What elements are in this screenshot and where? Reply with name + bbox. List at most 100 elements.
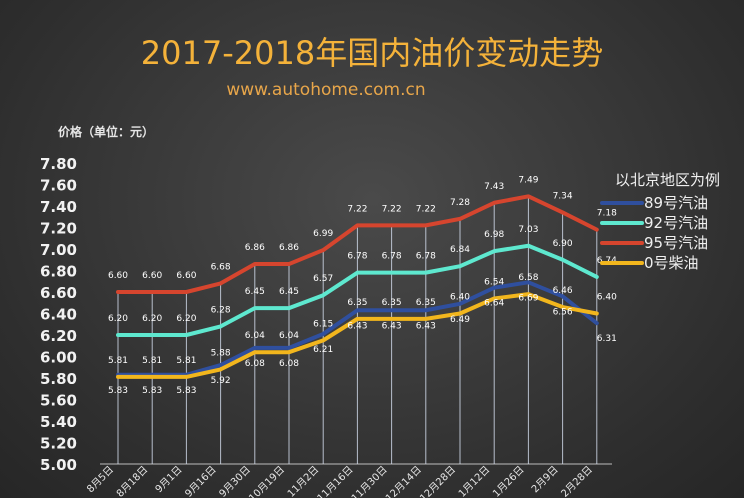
data-label: 6.69: [518, 293, 538, 303]
data-label: 5.83: [108, 386, 128, 396]
y-tick-label: 5.40: [40, 413, 77, 431]
data-label: 6.58: [518, 273, 538, 283]
series-line: [116, 243, 599, 337]
x-tick-label: 9月30日: [217, 464, 253, 498]
data-label: 6.74: [597, 256, 617, 266]
data-label: 6.08: [279, 359, 299, 369]
x-tick-label: 9月1日: [153, 464, 185, 496]
data-label: 7.03: [518, 225, 538, 235]
data-label: 6.43: [347, 321, 367, 331]
data-label: 7.18: [597, 209, 617, 219]
data-label: 6.78: [382, 252, 402, 262]
data-label: 6.35: [347, 298, 367, 308]
y-axis-label: 价格（单位：元）: [58, 124, 154, 139]
y-tick-label: 5.60: [40, 392, 77, 410]
data-label: 5.88: [211, 348, 231, 358]
data-label: 6.90: [553, 239, 573, 249]
data-label: 6.04: [245, 331, 265, 341]
y-tick-label: 7.80: [40, 155, 77, 173]
data-label: 6.43: [382, 321, 402, 331]
data-label: 6.60: [108, 271, 128, 281]
data-label: 7.28: [450, 198, 470, 208]
x-tick-label: 12月28日: [417, 464, 458, 498]
data-label: 6.43: [416, 321, 436, 331]
data-label: 7.22: [382, 204, 402, 214]
data-label: 6.15: [313, 319, 333, 329]
data-label: 7.34: [553, 191, 573, 201]
x-tick-label: 8月18日: [114, 464, 150, 498]
y-tick-label: 7.20: [40, 220, 77, 238]
data-label: 5.83: [176, 386, 196, 396]
legend-label: 92号汽油: [644, 214, 708, 232]
y-tick-label: 5.80: [40, 370, 77, 388]
data-label: 5.92: [211, 376, 231, 386]
data-label: 6.78: [416, 252, 436, 262]
series-line: [116, 292, 599, 379]
data-label: 6.64: [484, 299, 504, 309]
y-tick-label: 6.80: [40, 263, 77, 281]
y-axis-ticks: 5.00 5.20 5.40 5.60 5.80 6.00 6.20 6.40 6.60 6.80…: [40, 155, 77, 474]
data-label: 6.20: [108, 314, 128, 324]
x-tick-label: 1月12日: [456, 464, 492, 498]
data-label: 6.46: [553, 286, 573, 296]
data-label: 6.35: [416, 298, 436, 308]
y-tick-label: 6.60: [40, 284, 77, 302]
x-tick-label: 11月2日: [285, 464, 321, 498]
data-label: 6.45: [279, 287, 299, 297]
data-label: 6.57: [313, 274, 333, 284]
chart-subtitle: www.autohome.com.cn: [226, 80, 425, 100]
x-tick-label: 8月5日: [84, 464, 116, 496]
data-label: 6.54: [484, 277, 504, 287]
series-line: [116, 280, 599, 377]
data-label: 6.49: [450, 315, 470, 325]
y-tick-label: 6.00: [40, 349, 77, 367]
x-tick-label: 9月16日: [183, 464, 219, 498]
data-label: 6.28: [211, 305, 231, 315]
legend: 以北京地区为例 89号汽油 92号汽油 95号汽油 0号柴油: [600, 171, 720, 272]
x-tick-label: 2月28日: [559, 464, 595, 498]
data-label: 6.78: [347, 252, 367, 262]
chart-title: 2017-2018年国内油价变动走势: [141, 34, 603, 72]
data-label: 6.86: [279, 243, 299, 253]
data-label: 6.99: [313, 229, 333, 239]
y-tick-label: 7.00: [40, 241, 77, 259]
data-label: 6.40: [450, 293, 470, 303]
data-label: 5.81: [176, 356, 196, 366]
data-label: 6.21: [313, 345, 333, 355]
data-label: 6.35: [382, 298, 402, 308]
y-tick-label: 6.40: [40, 306, 77, 324]
series-line: [116, 194, 599, 294]
y-tick-label: 6.20: [40, 327, 77, 345]
y-tick-label: 5.20: [40, 435, 77, 453]
category-drop-lines: [117, 196, 598, 464]
x-tick-label: 10月19日: [246, 464, 287, 498]
data-label: 6.08: [245, 359, 265, 369]
data-label: 6.31: [597, 334, 617, 344]
data-label: 6.98: [484, 230, 504, 240]
data-label: 6.68: [211, 262, 231, 272]
x-tick-label: 11月30日: [349, 464, 390, 498]
data-label: 5.83: [142, 386, 162, 396]
data-label: 6.86: [245, 243, 265, 253]
data-label: 6.56: [553, 307, 573, 317]
legend-label: 0号柴油: [644, 254, 699, 272]
legend-title: 以北京地区为例: [615, 171, 720, 189]
data-label: 7.22: [347, 204, 367, 214]
x-tick-label: 2月9日: [529, 464, 561, 496]
data-label: 7.43: [484, 182, 504, 192]
data-label: 7.49: [518, 175, 538, 185]
data-label: 6.20: [176, 314, 196, 324]
x-tick-label: 11月16日: [315, 464, 356, 498]
legend-label: 95号汽油: [644, 234, 708, 252]
series-lines: [116, 194, 599, 379]
data-label: 6.84: [450, 245, 470, 255]
data-label: 6.20: [142, 314, 162, 324]
x-tick-label: 12月14日: [383, 464, 424, 498]
y-tick-label: 7.40: [40, 198, 77, 216]
y-tick-label: 7.60: [40, 177, 77, 195]
data-label: 5.81: [142, 356, 162, 366]
legend-label: 89号汽油: [644, 194, 708, 212]
data-label: 7.22: [416, 204, 436, 214]
